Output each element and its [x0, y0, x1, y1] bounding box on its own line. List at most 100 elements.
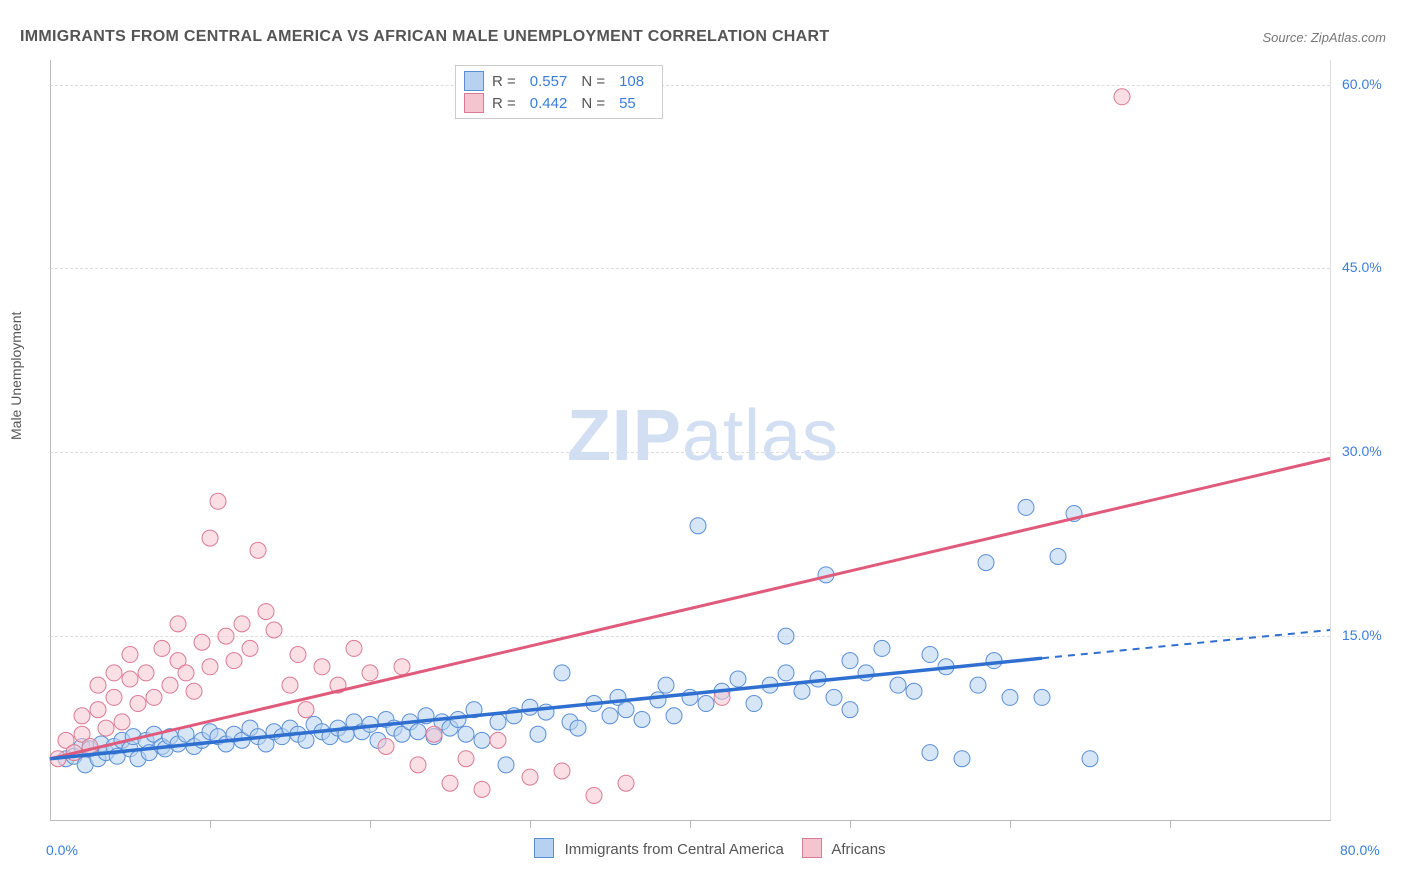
data-point — [498, 757, 514, 773]
data-point — [282, 677, 298, 693]
data-point — [298, 702, 314, 718]
legend-n-label-2: N = — [581, 95, 605, 112]
data-point — [410, 724, 426, 740]
plot-right-border — [1330, 60, 1331, 820]
trend-line-1-dashed — [1042, 630, 1330, 658]
data-point — [698, 696, 714, 712]
data-point — [130, 696, 146, 712]
legend-bottom-label-2: Africans — [831, 841, 885, 858]
data-point — [266, 622, 282, 638]
data-point — [378, 738, 394, 754]
data-point — [258, 604, 274, 620]
data-point — [474, 732, 490, 748]
x-tick — [850, 820, 851, 828]
data-point — [522, 699, 538, 715]
data-point — [1114, 89, 1130, 105]
data-point — [658, 677, 674, 693]
data-point — [554, 763, 570, 779]
data-point — [98, 720, 114, 736]
data-point — [1034, 689, 1050, 705]
data-point — [186, 683, 202, 699]
data-point — [146, 689, 162, 705]
data-point — [290, 647, 306, 663]
legend-r-label-1: R = — [492, 73, 516, 90]
data-point — [778, 628, 794, 644]
data-point — [122, 647, 138, 663]
data-point — [602, 708, 618, 724]
legend-row-1: R = 0.557 N = 108 — [464, 70, 650, 92]
data-point — [362, 665, 378, 681]
source-label: Source: ZipAtlas.com — [1262, 30, 1386, 45]
data-point — [954, 751, 970, 767]
data-point — [218, 628, 234, 644]
x-tick — [690, 820, 691, 828]
legend-swatch-2 — [464, 93, 484, 113]
data-point — [634, 711, 650, 727]
data-point — [890, 677, 906, 693]
data-point — [690, 518, 706, 534]
y-axis-title: Male Unemployment — [8, 312, 24, 440]
legend-r-value-1: 0.557 — [524, 73, 574, 90]
x-tick — [370, 820, 371, 828]
legend-bottom-label-1: Immigrants from Central America — [565, 841, 784, 858]
data-point — [458, 726, 474, 742]
data-point — [978, 555, 994, 571]
data-point — [122, 671, 138, 687]
data-point — [458, 751, 474, 767]
source-prefix: Source: — [1262, 30, 1310, 45]
data-point — [922, 745, 938, 761]
trend-lines — [50, 458, 1330, 758]
data-point — [234, 616, 250, 632]
data-point — [250, 542, 266, 558]
y-tick-label: 60.0% — [1342, 76, 1382, 92]
data-point — [730, 671, 746, 687]
data-point — [202, 530, 218, 546]
legend-series: Immigrants from Central America Africans — [0, 838, 1406, 858]
data-point — [226, 653, 242, 669]
data-point — [986, 653, 1002, 669]
legend-n-label-1: N = — [581, 73, 605, 90]
legend-r-value-2: 0.442 — [524, 95, 574, 112]
data-point — [618, 702, 634, 718]
data-point — [794, 683, 810, 699]
legend-bottom-swatch-1 — [534, 838, 554, 858]
data-point — [106, 689, 122, 705]
x-tick — [210, 820, 211, 828]
source-name: ZipAtlas.com — [1311, 30, 1386, 45]
data-point — [442, 775, 458, 791]
data-point — [194, 634, 210, 650]
chart-title: IMMIGRANTS FROM CENTRAL AMERICA VS AFRIC… — [20, 28, 829, 46]
data-point — [842, 702, 858, 718]
data-point — [666, 708, 682, 724]
data-point — [618, 775, 634, 791]
data-point — [650, 692, 666, 708]
data-point — [474, 781, 490, 797]
legend-swatch-1 — [464, 71, 484, 91]
data-point — [906, 683, 922, 699]
x-tick — [530, 820, 531, 828]
data-point — [970, 677, 986, 693]
data-point — [522, 769, 538, 785]
data-point — [922, 647, 938, 663]
data-point — [394, 659, 410, 675]
data-point — [842, 653, 858, 669]
legend-correlation: R = 0.557 N = 108 R = 0.442 N = 55 — [455, 65, 663, 119]
trend-line-2 — [50, 458, 1330, 758]
legend-bottom-swatch-2 — [802, 838, 822, 858]
data-point — [1050, 548, 1066, 564]
data-point — [410, 757, 426, 773]
y-tick-label: 15.0% — [1342, 627, 1382, 643]
y-tick-label: 30.0% — [1342, 443, 1382, 459]
trend-line-1-solid — [50, 658, 1042, 759]
data-point — [346, 640, 362, 656]
legend-n-value-1: 108 — [613, 73, 650, 90]
data-point — [138, 665, 154, 681]
data-point — [1018, 499, 1034, 515]
data-point — [778, 665, 794, 681]
data-point — [1082, 751, 1098, 767]
data-point — [170, 616, 186, 632]
data-point — [426, 726, 442, 742]
legend-n-value-2: 55 — [613, 95, 642, 112]
data-point — [154, 640, 170, 656]
data-point — [1002, 689, 1018, 705]
